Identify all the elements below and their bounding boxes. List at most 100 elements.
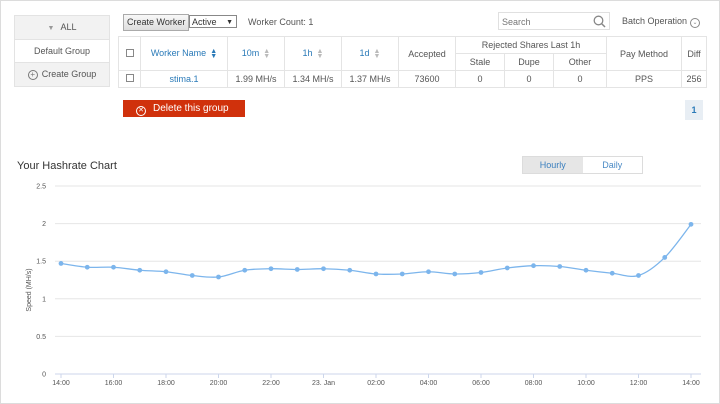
pay-method-value: PPS [606, 70, 682, 88]
chart-title: Your Hashrate Chart [17, 160, 117, 172]
y-tick-label: 1.5 [36, 259, 46, 266]
y-axis-label: Speed (MH/s) [26, 268, 33, 311]
data-point [399, 271, 405, 277]
diff-value: 256 [681, 70, 707, 88]
sort-icon: ▲ ▼ [263, 47, 271, 60]
search-box [498, 12, 610, 31]
col-label: 10m [241, 48, 260, 59]
data-point [242, 267, 248, 273]
data-point [321, 266, 326, 272]
data-point [426, 269, 431, 275]
hashrate-10m: 1.99 MH/s [227, 70, 285, 88]
x-tick-label: 04:00 [420, 380, 438, 387]
col-10m[interactable]: 10m ▲ ▼ [227, 36, 285, 71]
data-point [58, 261, 64, 266]
batch-operation-menu[interactable]: Batch Operation ⌄ [622, 16, 701, 28]
delete-group-label: Delete this group [153, 103, 229, 114]
y-tick-label: 1 [42, 296, 46, 303]
worker-name-link[interactable]: stima.1 [140, 70, 228, 88]
col-other: Other [553, 53, 607, 71]
col-label: 1h [302, 48, 313, 59]
sidebar-item-label: Default Group [33, 46, 91, 56]
x-tick-label: 20:00 [210, 380, 228, 387]
x-tick-label: 23. Jan [312, 380, 335, 387]
data-point [531, 263, 536, 269]
data-point [583, 267, 589, 273]
group-sidebar: ▼ ALL Default Group + Create Group [14, 15, 110, 87]
data-point [373, 271, 379, 277]
x-tick-label: 12:00 [630, 380, 648, 387]
tab-daily[interactable]: Daily [602, 160, 623, 170]
data-point [84, 264, 90, 270]
hashrate-1h: 1.34 MH/s [284, 70, 342, 88]
sidebar-item-label: ALL [60, 22, 77, 32]
delete-group-button[interactable]: ✕ Delete this group [123, 100, 245, 117]
col-label: 1d [359, 48, 370, 59]
x-tick-label: 16:00 [105, 380, 123, 387]
x-tick-label: 02:00 [367, 380, 385, 387]
data-point [137, 267, 143, 273]
data-point [294, 267, 300, 272]
select-all-checkbox[interactable] [125, 48, 134, 57]
accepted-value: 73600 [398, 70, 456, 88]
hashrate-chart: 0 0.5 1 1.5 2 2.5 14:00 16:00 18:00 20:00 22:00 23… [26, 184, 701, 387]
sort-icon: ▲ ▼ [373, 47, 381, 60]
x-tick-label: 22:00 [262, 380, 280, 387]
stale-value: 0 [455, 70, 505, 88]
tab-hourly[interactable]: Hourly [523, 157, 583, 173]
data-point [189, 273, 195, 278]
col-diff: Diff [681, 36, 707, 71]
col-label: Worker Name [150, 48, 207, 59]
col-1h[interactable]: 1h ▲ ▼ [284, 36, 342, 71]
y-tick-label: 0 [42, 372, 46, 379]
create-group-label: Create Group [41, 69, 97, 79]
data-point [478, 270, 484, 275]
x-tick-label: 08:00 [525, 380, 543, 387]
hashrate-1d: 1.37 MH/s [341, 70, 399, 88]
x-tick-label: 06:00 [472, 380, 490, 387]
data-point [347, 267, 353, 273]
row-checkbox[interactable] [125, 74, 134, 82]
data-point [111, 264, 116, 270]
chevron-down-icon: ▼ [47, 25, 55, 32]
x-tick-label: 14:00 [682, 380, 700, 387]
search-input[interactable] [499, 13, 592, 31]
pagination-page-1[interactable]: 1 [685, 100, 703, 120]
create-group-button[interactable]: + Create Group [14, 63, 110, 87]
y-tick-label: 0.5 [36, 334, 46, 341]
data-point [688, 221, 694, 227]
worker-count: Worker Count: 1 [248, 17, 314, 27]
plus-circle-icon: + [27, 69, 38, 80]
y-tick-label: 2.5 [36, 184, 46, 191]
series-line [60, 223, 692, 278]
col-worker-name[interactable]: Worker Name ▲ ▼ [140, 36, 228, 71]
x-tick-label: 10:00 [577, 380, 595, 387]
sidebar-item-default-group[interactable]: Default Group [14, 39, 110, 63]
x-tick-label: 14:00 [52, 380, 70, 387]
y-tick-label: 2 [42, 221, 46, 228]
data-point [636, 273, 641, 278]
data-point [609, 270, 615, 276]
data-point [163, 269, 169, 275]
data-point [504, 265, 510, 271]
col-1d[interactable]: 1d ▲ ▼ [341, 36, 399, 71]
data-point [452, 271, 458, 277]
col-stale: Stale [455, 53, 505, 71]
select-all-cell [118, 36, 141, 71]
col-pay-method: Pay Method [606, 36, 682, 71]
status-select-value: Active [192, 17, 217, 27]
close-circle-icon: ✕ [136, 106, 146, 116]
worker-table: Worker Name ▲ ▼ 10m ▲ ▼ 1h ▲ ▼ 1d ▲ ▼ Accepted R… [118, 36, 707, 88]
range-tabs: Hourly Daily [522, 156, 643, 174]
row-select-cell [118, 70, 141, 88]
data-point [268, 266, 274, 272]
search-icon[interactable] [593, 15, 606, 28]
create-worker-button[interactable]: Create Worker [123, 14, 190, 31]
col-dupe: Dupe [504, 53, 554, 71]
sidebar-item-all[interactable]: ▼ ALL [14, 15, 110, 39]
status-select[interactable]: Active ▼ [189, 15, 237, 28]
data-point [557, 264, 563, 269]
dupe-value: 0 [504, 70, 554, 88]
sort-icon: ▲ ▼ [210, 47, 218, 60]
x-tick-label: 18:00 [157, 380, 175, 387]
